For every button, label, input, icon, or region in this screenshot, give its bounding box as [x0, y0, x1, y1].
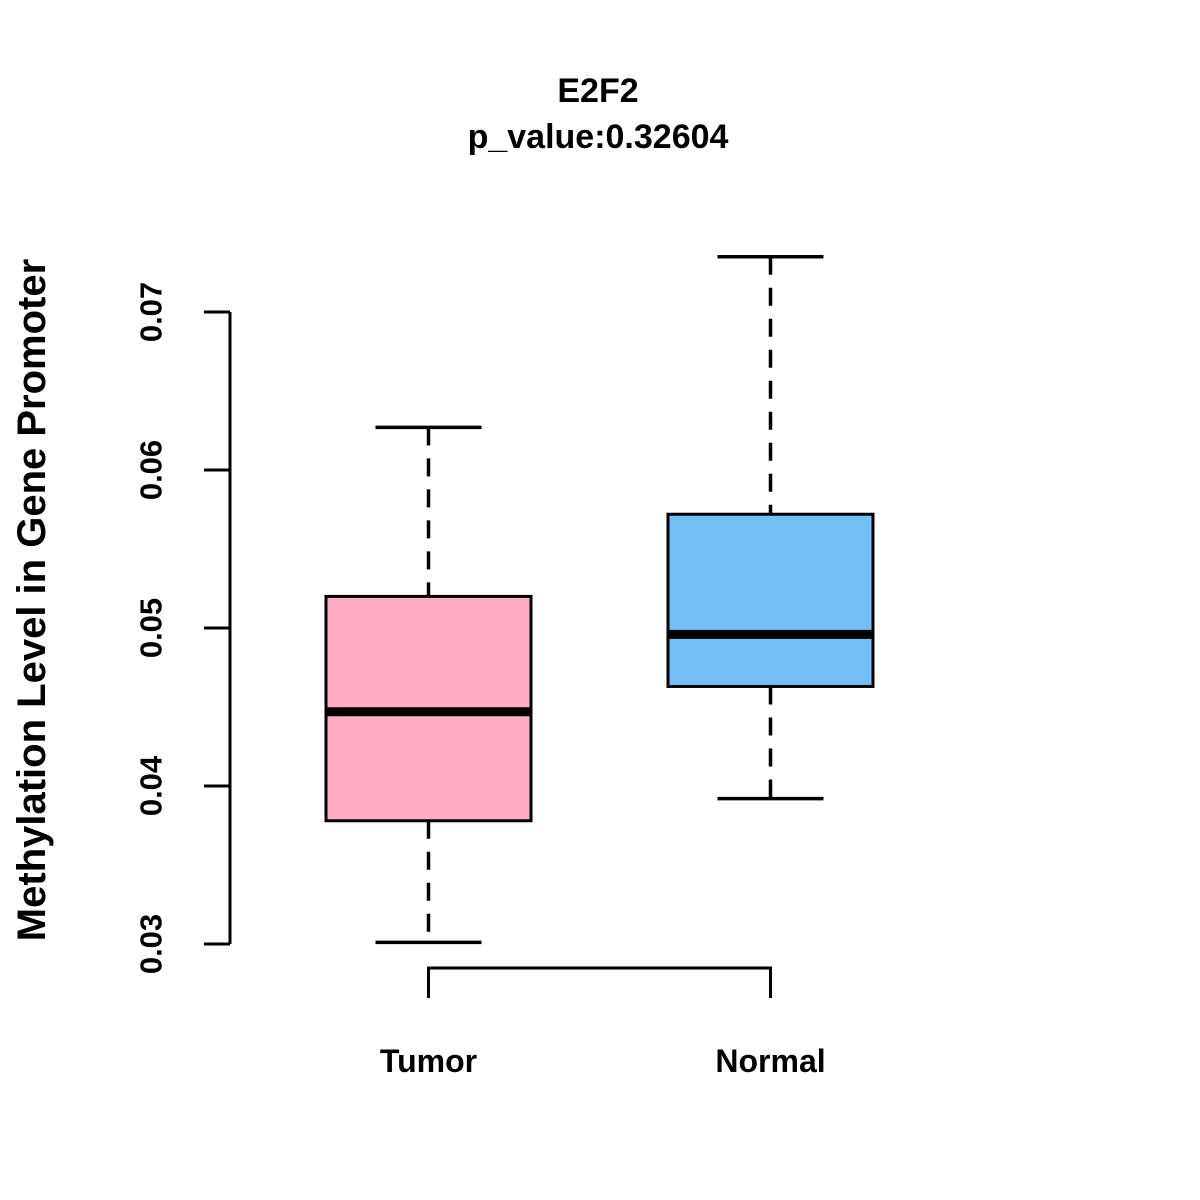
p-value-subtitle: p_value:0.32604: [467, 118, 729, 156]
y-tick-label: 0.07: [134, 282, 169, 342]
y-tick-label: 0.03: [134, 914, 169, 974]
x-label-tumor: Tumor: [380, 1043, 477, 1079]
y-tick-label: 0.06: [134, 440, 169, 500]
plot-title: E2F2 p_value:0.32604: [298, 68, 898, 160]
normal-box: [666, 512, 875, 688]
y-tick-label: 0.05: [134, 598, 169, 658]
gene-title: E2F2: [557, 72, 639, 110]
x-axis-bracket: [427, 966, 772, 998]
x-label-normal: Normal: [715, 1043, 825, 1079]
y-tick-label: 0.04: [134, 755, 169, 816]
